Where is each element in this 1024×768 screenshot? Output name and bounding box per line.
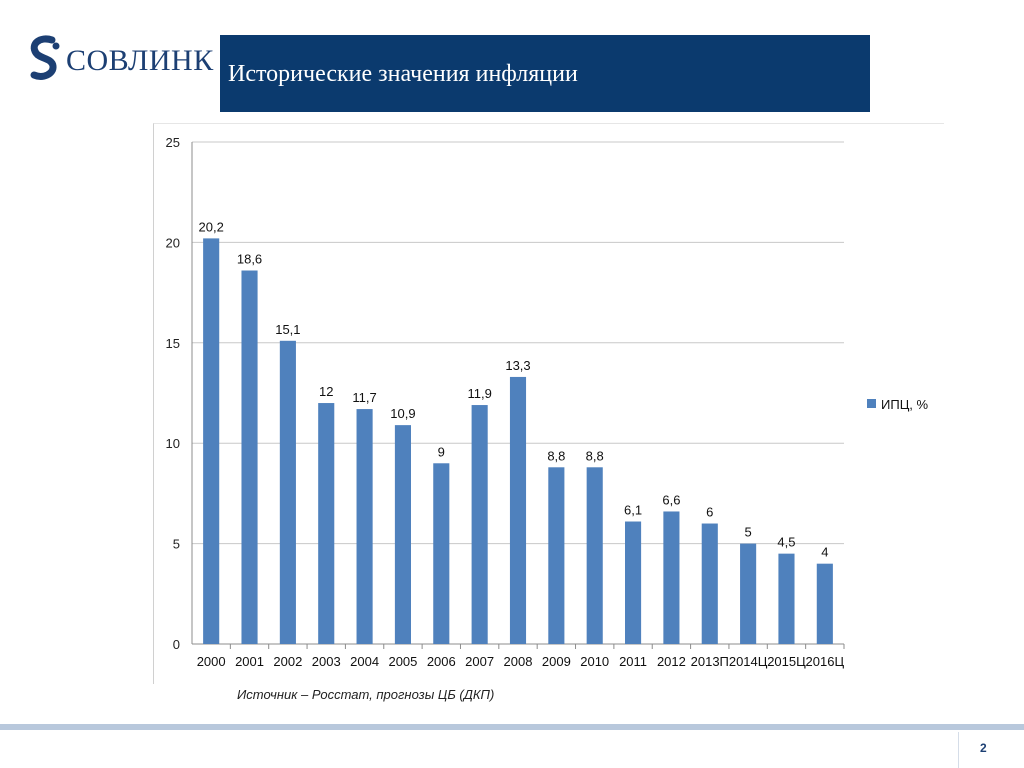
bar — [471, 405, 488, 644]
x-tick-label: 2000 — [197, 654, 226, 669]
logo-text: СОВЛИНК — [66, 44, 214, 77]
data-label: 6 — [706, 505, 713, 520]
x-tick-label: 2015Ц — [767, 654, 806, 669]
bar — [318, 403, 335, 644]
x-tick-label: 2003 — [312, 654, 341, 669]
page-title: Исторические значения инфляции — [228, 61, 578, 87]
data-label: 9 — [438, 444, 445, 459]
x-tick-label: 2001 — [235, 654, 264, 669]
bar-chart: 0 5 10 15 20 25 20,2 2000 18,6 2001 15,1 2002 12 2003… — [166, 135, 929, 669]
x-tick-label: 2004 — [350, 654, 379, 669]
y-tick-label: 10 — [166, 436, 180, 451]
x-tick-label: 2012 — [657, 654, 686, 669]
data-label: 4,5 — [777, 535, 795, 550]
title-bar: Исторические значения инфляции — [220, 35, 870, 112]
legend-swatch — [867, 399, 876, 408]
data-label: 5 — [745, 525, 752, 540]
data-label: 15,1 — [275, 322, 300, 337]
bar — [394, 425, 411, 644]
data-label: 18,6 — [237, 252, 262, 267]
x-tick-label: 2013П — [691, 654, 729, 669]
bar — [625, 521, 642, 644]
bar — [203, 238, 220, 644]
bar — [663, 511, 680, 644]
bar — [778, 553, 795, 644]
y-tick-label: 25 — [166, 135, 180, 150]
sovlink-logo-icon — [30, 35, 60, 80]
bar — [433, 463, 450, 644]
bar — [816, 563, 833, 644]
x-tick-label: 2009 — [542, 654, 571, 669]
data-label: 20,2 — [199, 219, 224, 234]
x-tick-label: 2006 — [427, 654, 456, 669]
bar — [241, 270, 258, 644]
bar — [586, 467, 603, 644]
x-tick-label: 2005 — [388, 654, 417, 669]
y-tick-label: 5 — [173, 537, 180, 552]
x-tick-label: 2010 — [580, 654, 609, 669]
chart-area: 0 5 10 15 20 25 20,2 2000 18,6 2001 15,1 2002 12 2003… — [153, 123, 944, 684]
company-logo: СОВЛИНК — [26, 34, 213, 82]
data-label: 13,3 — [505, 358, 530, 373]
bar — [509, 376, 527, 644]
data-label: 6,6 — [662, 492, 680, 507]
data-label: 11,9 — [467, 386, 491, 401]
data-label: 11,7 — [352, 390, 376, 405]
legend-label: ИПЦ, % — [881, 397, 929, 412]
data-label: 6,1 — [624, 503, 642, 518]
x-tick-label: 2014Ц — [729, 654, 768, 669]
footer-separator — [958, 732, 959, 768]
data-label: 4 — [821, 545, 828, 560]
x-tick-label: 2011 — [619, 654, 647, 669]
footer-divider — [0, 724, 1024, 730]
data-label: 8,8 — [586, 448, 604, 463]
bar — [279, 340, 296, 644]
y-tick-label: 15 — [166, 336, 180, 351]
bar — [356, 409, 373, 644]
bar — [548, 467, 565, 644]
y-tick-label: 20 — [166, 235, 180, 250]
x-tick-label: 2002 — [273, 654, 302, 669]
bar — [740, 543, 757, 644]
x-tick-label: 2007 — [465, 654, 494, 669]
source-note: Источник – Росстат, прогнозы ЦБ (ДКП) — [237, 687, 495, 702]
y-tick-label: 0 — [173, 637, 180, 652]
data-label: 12 — [319, 384, 333, 399]
data-label: 10,9 — [390, 406, 415, 421]
x-tick-label: 2008 — [504, 654, 533, 669]
bar — [701, 523, 718, 644]
page-number: 2 — [980, 741, 987, 755]
x-tick-label: 2016Ц — [806, 654, 845, 669]
data-label: 8,8 — [547, 448, 565, 463]
